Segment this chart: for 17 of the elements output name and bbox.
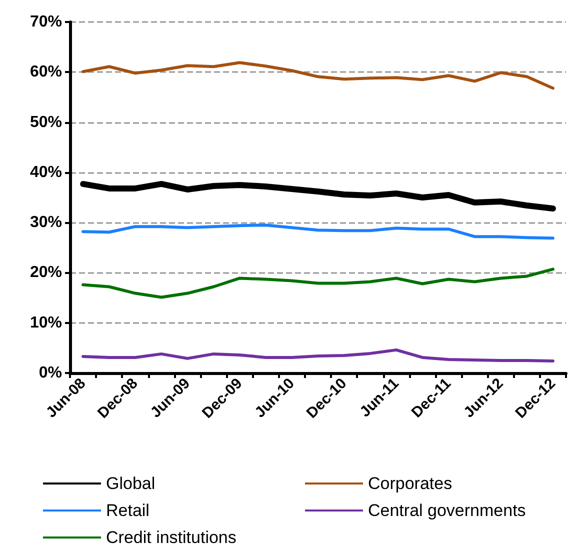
legend-label: Credit institutions xyxy=(106,528,236,547)
y-tick-label: 20% xyxy=(30,264,62,282)
line-series xyxy=(82,224,554,240)
y-tick-label: 10% xyxy=(30,314,62,332)
legend-label: Global xyxy=(106,474,156,493)
legend-label: Retail xyxy=(106,501,150,520)
y-tick-label: 70% xyxy=(30,14,62,30)
y-tick-label: 60% xyxy=(30,64,62,81)
y-tick-label: 40% xyxy=(30,164,62,181)
line-series xyxy=(82,61,554,90)
line-series xyxy=(82,348,554,362)
legend-label: Central governments xyxy=(368,501,526,520)
y-tick-label: 50% xyxy=(30,114,62,131)
line-series xyxy=(82,268,554,299)
y-tick-label: 0% xyxy=(38,364,62,382)
y-tick-label: 30% xyxy=(30,214,62,232)
legend-label: Corporates xyxy=(368,474,452,493)
